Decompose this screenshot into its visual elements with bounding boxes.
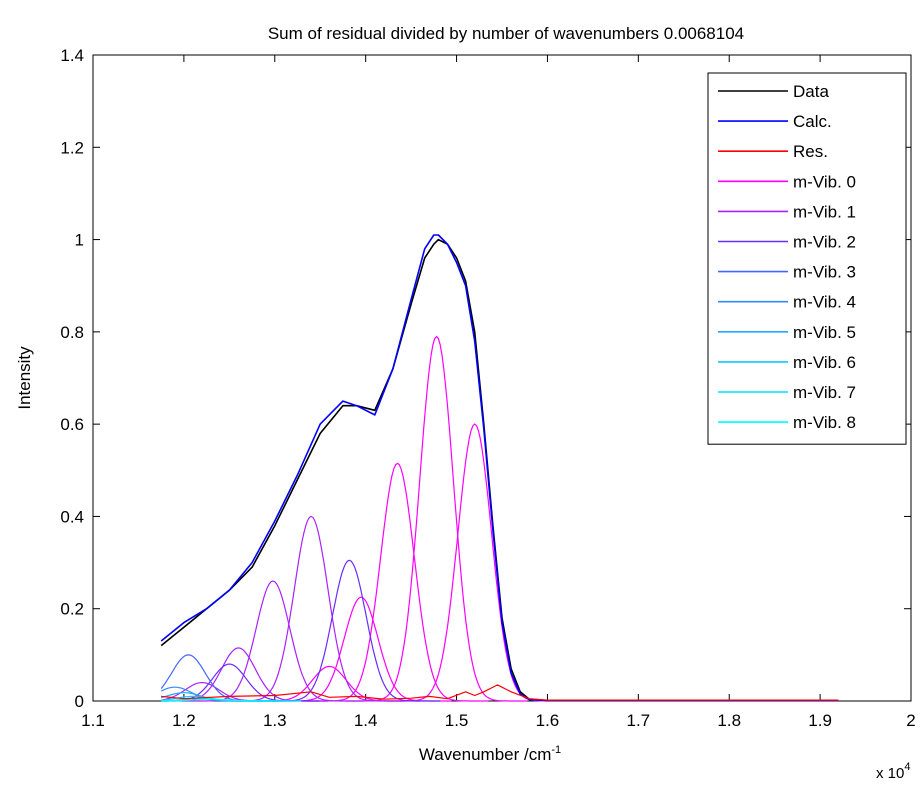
legend-label: m-Vib. 3 bbox=[793, 263, 856, 282]
x-axis-label: Wavenumber /cm-1 bbox=[419, 744, 561, 764]
y-tick-label: 1.2 bbox=[60, 138, 84, 157]
legend: Data Calc. Res. m-Vib. 0 m-Vib. 1 m-Vib. 2 m-V… bbox=[707, 72, 907, 445]
y-axis-label: Intensity bbox=[15, 346, 34, 410]
x-tick-label: 1.2 bbox=[172, 711, 196, 730]
y-tick-label: 1 bbox=[75, 231, 84, 250]
legend-label: m-Vib. 0 bbox=[793, 172, 856, 191]
y-tick-label: 0.6 bbox=[60, 415, 84, 434]
y-tick-label: 0 bbox=[75, 692, 84, 711]
x-multiplier-exp: 4 bbox=[904, 761, 910, 773]
legend-label: m-Vib. 7 bbox=[793, 383, 856, 402]
legend-label: Data bbox=[793, 82, 829, 101]
x-tick-label: 1.8 bbox=[717, 711, 741, 730]
series-line-calc bbox=[160, 234, 839, 702]
x-tick-label: 1.9 bbox=[808, 711, 832, 730]
x-tick-label: 2 bbox=[906, 711, 915, 730]
x-tick-label: 1.5 bbox=[445, 711, 469, 730]
legend-label: Res. bbox=[793, 142, 828, 161]
curves bbox=[160, 234, 839, 702]
x-tick-label: 1.6 bbox=[536, 711, 560, 730]
x-axis-label-sup: -1 bbox=[551, 744, 561, 756]
x-axis-label-main: Wavenumber /cm bbox=[419, 745, 552, 764]
series-line-data bbox=[160, 238, 839, 702]
legend-box bbox=[707, 72, 907, 445]
component-band-1 bbox=[182, 580, 364, 702]
legend-label: m-Vib. 5 bbox=[793, 323, 856, 342]
y-tick-label: 0.4 bbox=[60, 507, 84, 526]
x-tick-label: 1.3 bbox=[263, 711, 287, 730]
series-line-res bbox=[161, 684, 839, 701]
x-multiplier-base: x 10 bbox=[876, 765, 904, 782]
y-tick-label: 0.2 bbox=[60, 600, 84, 619]
legend-label: m-Vib. 2 bbox=[793, 233, 856, 252]
legend-label: m-Vib. 4 bbox=[793, 293, 856, 312]
component-band-8 bbox=[161, 698, 302, 702]
x-tick-label: 1.1 bbox=[81, 711, 105, 730]
legend-label: m-Vib. 6 bbox=[793, 353, 856, 372]
legend-label: Calc. bbox=[793, 112, 832, 131]
legend-label: m-Vib. 1 bbox=[793, 202, 856, 221]
x-tick-label: 1.4 bbox=[354, 711, 378, 730]
x-multiplier: x 104 bbox=[876, 761, 910, 782]
y-tick-label: 0.8 bbox=[60, 323, 84, 342]
y-tick-label: 1.4 bbox=[60, 46, 84, 65]
chart-title: Sum of residual divided by number of wav… bbox=[268, 24, 744, 43]
legend-label: m-Vib. 8 bbox=[793, 413, 856, 432]
x-tick-label: 1.7 bbox=[627, 711, 651, 730]
